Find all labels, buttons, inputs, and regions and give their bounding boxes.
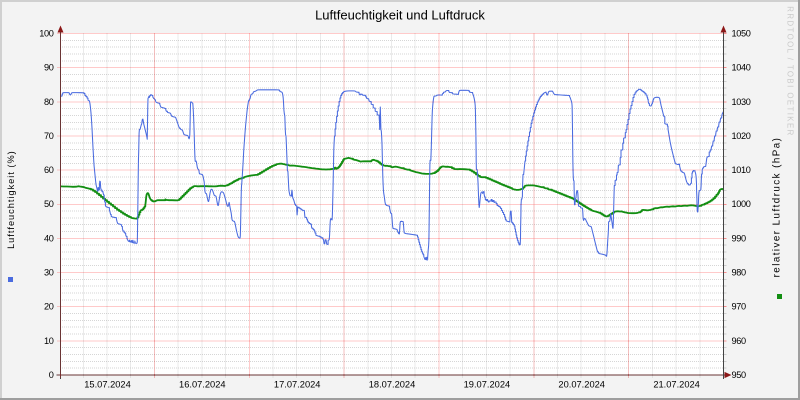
svg-text:70: 70: [44, 131, 54, 141]
svg-text:1050: 1050: [732, 29, 751, 39]
svg-text:18.07.2024: 18.07.2024: [369, 379, 416, 389]
svg-text:relativer Luftdruck (hPa): relativer Luftdruck (hPa): [771, 137, 782, 278]
svg-text:980: 980: [732, 268, 747, 278]
svg-text:16.07.2024: 16.07.2024: [179, 379, 226, 389]
svg-text:950: 950: [732, 370, 747, 380]
svg-text:90: 90: [44, 63, 54, 73]
svg-text:100: 100: [39, 29, 54, 39]
svg-text:50: 50: [44, 199, 54, 209]
svg-text:30: 30: [44, 268, 54, 278]
svg-text:20.07.2024: 20.07.2024: [558, 379, 605, 389]
svg-text:60: 60: [44, 165, 54, 175]
svg-text:40: 40: [44, 233, 54, 243]
svg-text:1000: 1000: [732, 199, 751, 209]
svg-text:1040: 1040: [732, 63, 751, 73]
svg-text:990: 990: [732, 233, 747, 243]
svg-text:10: 10: [44, 336, 54, 346]
svg-text:960: 960: [732, 336, 747, 346]
svg-text:1010: 1010: [732, 165, 751, 175]
svg-text:Luftfeuchtigkeit und Luftdruck: Luftfeuchtigkeit und Luftdruck: [315, 8, 485, 23]
svg-text:0: 0: [49, 370, 54, 380]
svg-text:RRDTOOL / TOBI OETIKER: RRDTOOL / TOBI OETIKER: [786, 6, 795, 136]
svg-text:21.07.2024: 21.07.2024: [653, 379, 700, 389]
svg-text:20: 20: [44, 302, 54, 312]
svg-text:17.07.2024: 17.07.2024: [274, 379, 321, 389]
svg-text:80: 80: [44, 97, 54, 107]
svg-text:19.07.2024: 19.07.2024: [464, 379, 511, 389]
svg-text:1030: 1030: [732, 97, 751, 107]
svg-text:970: 970: [732, 302, 747, 312]
svg-text:15.07.2024: 15.07.2024: [84, 379, 131, 389]
svg-text:Luftfeuchtigkeit (%): Luftfeuchtigkeit (%): [6, 150, 16, 249]
svg-text:1020: 1020: [732, 131, 751, 141]
